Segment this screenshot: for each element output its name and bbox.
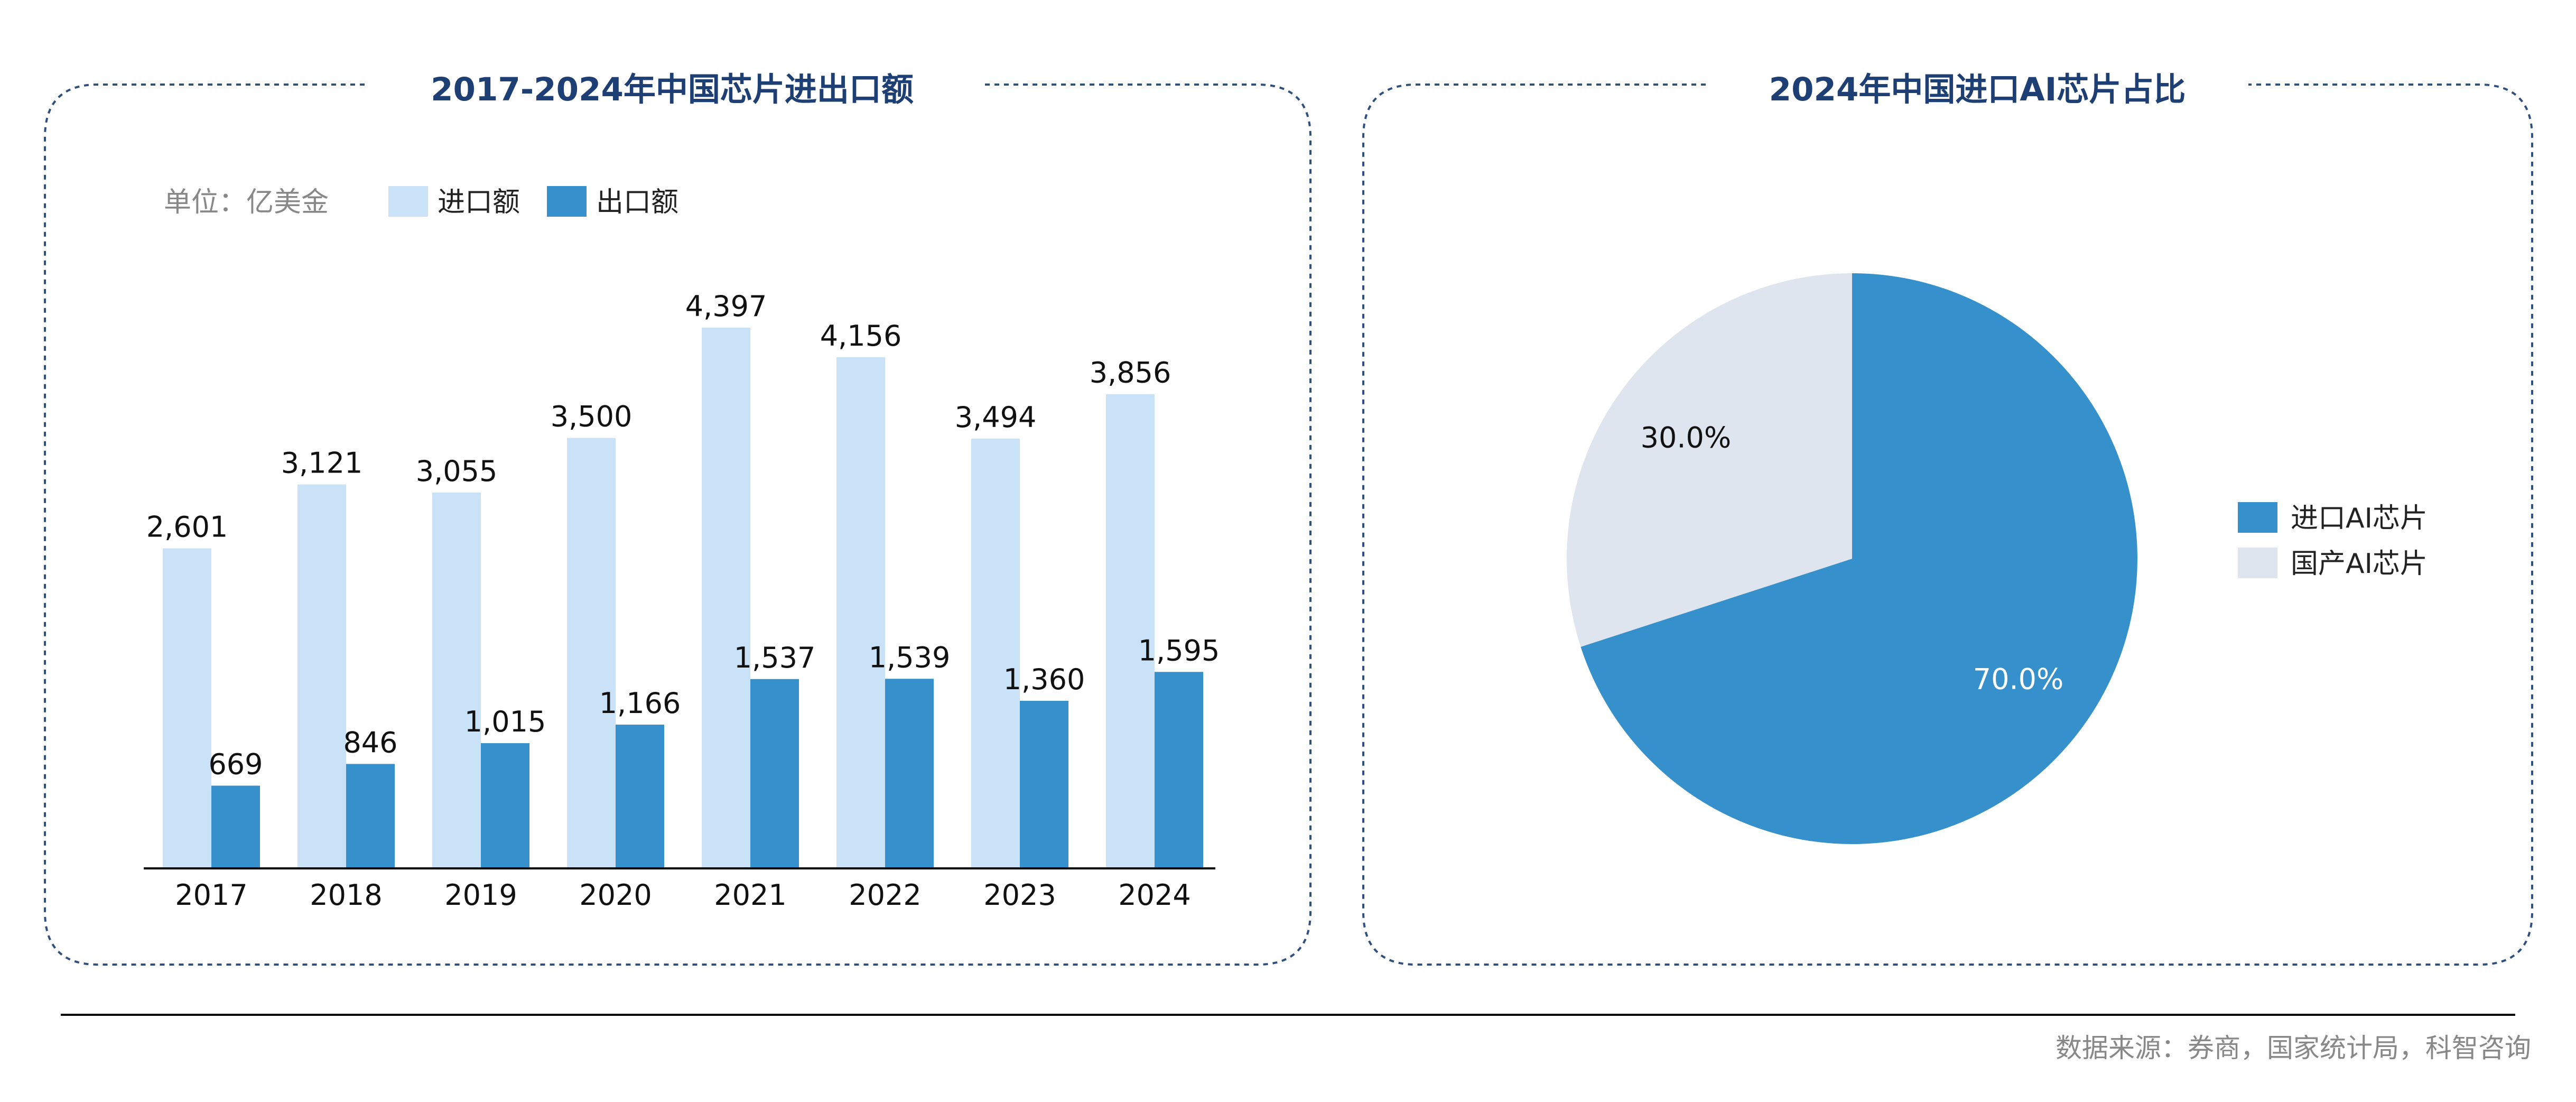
source-note: 数据来源：券商，国家统计局，科智咨询 <box>2056 1033 2531 1063</box>
export-value-label-2022: 1,539 <box>869 641 951 674</box>
legend-swatch-domestic-ai <box>2238 548 2277 578</box>
pie-slice-imported-ai <box>1580 273 2137 845</box>
import-bar-2021 <box>702 328 750 868</box>
export-bar-2020 <box>616 724 664 868</box>
export-value-label-2020: 1,166 <box>599 687 681 720</box>
export-value-label-2018: 846 <box>343 726 397 759</box>
x-tick-label-2019: 2019 <box>444 878 517 912</box>
import-value-label-2019: 3,055 <box>416 455 498 488</box>
import-value-label-2021: 4,397 <box>685 290 767 323</box>
import-bar-2024 <box>1106 394 1155 868</box>
pie-legend: 进口AI芯片 国产AI芯片 <box>2238 502 2428 580</box>
bar-legend: 进口额 出口额 <box>388 186 678 218</box>
pie-label-domestic-ai: 30.0% <box>1641 421 1732 454</box>
pie-slice-domestic-ai <box>1566 273 1852 647</box>
right-panel-title: 2024年中国进口AI芯片占比 <box>1769 71 2186 108</box>
export-bar-2024 <box>1155 672 1203 868</box>
export-bar-2018 <box>346 764 395 868</box>
right-panel-border <box>1362 84 2533 966</box>
right-panel: 2024年中国进口AI芯片占比 70.0% 30.0% 进口AI芯片 国产AI芯片 <box>1362 71 2533 966</box>
export-value-label-2021: 1,537 <box>734 641 816 674</box>
legend-label-export: 出口额 <box>596 187 678 218</box>
legend-label-import: 进口额 <box>438 187 520 218</box>
x-tick-label-2024: 2024 <box>1118 878 1191 912</box>
import-bar-2017 <box>163 548 211 868</box>
x-tick-label-2023: 2023 <box>983 878 1056 912</box>
x-tick-label-2022: 2022 <box>849 878 921 912</box>
import-bar-2020 <box>567 438 616 868</box>
export-bar-2022 <box>885 679 934 868</box>
left-panel-title: 2017-2024年中国芯片进出口额 <box>431 71 914 108</box>
legend-swatch-export <box>547 186 587 217</box>
import-value-label-2022: 4,156 <box>820 319 902 353</box>
export-value-label-2023: 1,360 <box>1003 663 1085 696</box>
x-tick-label-2020: 2020 <box>579 878 652 912</box>
export-value-label-2017: 669 <box>208 748 263 781</box>
pie-label-imported-ai: 70.0% <box>1973 663 2064 696</box>
export-bar-2021 <box>750 679 799 868</box>
x-tick-label-2018: 2018 <box>310 878 382 912</box>
import-bar-2023 <box>971 438 1020 868</box>
legend-label-imported-ai: 进口AI芯片 <box>2291 503 2428 534</box>
left-panel: 2017-2024年中国芯片进出口额 单位：亿美金 进口额 出口额 2,601 6… <box>44 71 1312 966</box>
import-bar-2022 <box>836 357 885 868</box>
import-value-label-2023: 3,494 <box>955 401 1037 434</box>
export-bar-2019 <box>481 743 529 868</box>
legend-swatch-imported-ai <box>2238 502 2277 533</box>
import-value-label-2018: 3,121 <box>281 447 363 480</box>
export-value-label-2019: 1,015 <box>464 705 546 738</box>
x-tick-label-2017: 2017 <box>175 878 247 912</box>
import-bar-2019 <box>432 492 481 868</box>
import-value-label-2024: 3,856 <box>1090 356 1171 390</box>
import-value-label-2017: 2,601 <box>146 510 228 543</box>
unit-label: 单位：亿美金 <box>164 187 329 218</box>
export-value-label-2024: 1,595 <box>1138 634 1220 667</box>
left-panel-border <box>44 84 1312 966</box>
legend-swatch-import <box>388 186 428 217</box>
legend-label-domestic-ai: 国产AI芯片 <box>2291 548 2428 580</box>
import-value-label-2020: 3,500 <box>551 400 633 433</box>
import-bar-2018 <box>297 484 346 868</box>
pie-chart: 70.0% 30.0% <box>1566 273 2137 845</box>
export-bar-2023 <box>1020 700 1068 868</box>
bar-chart-plot: 2,601 669 2017 3,121 846 2018 3,055 1,015 2019 3,… <box>146 290 1220 912</box>
x-tick-label-2021: 2021 <box>714 878 786 912</box>
export-bar-2017 <box>211 785 260 868</box>
